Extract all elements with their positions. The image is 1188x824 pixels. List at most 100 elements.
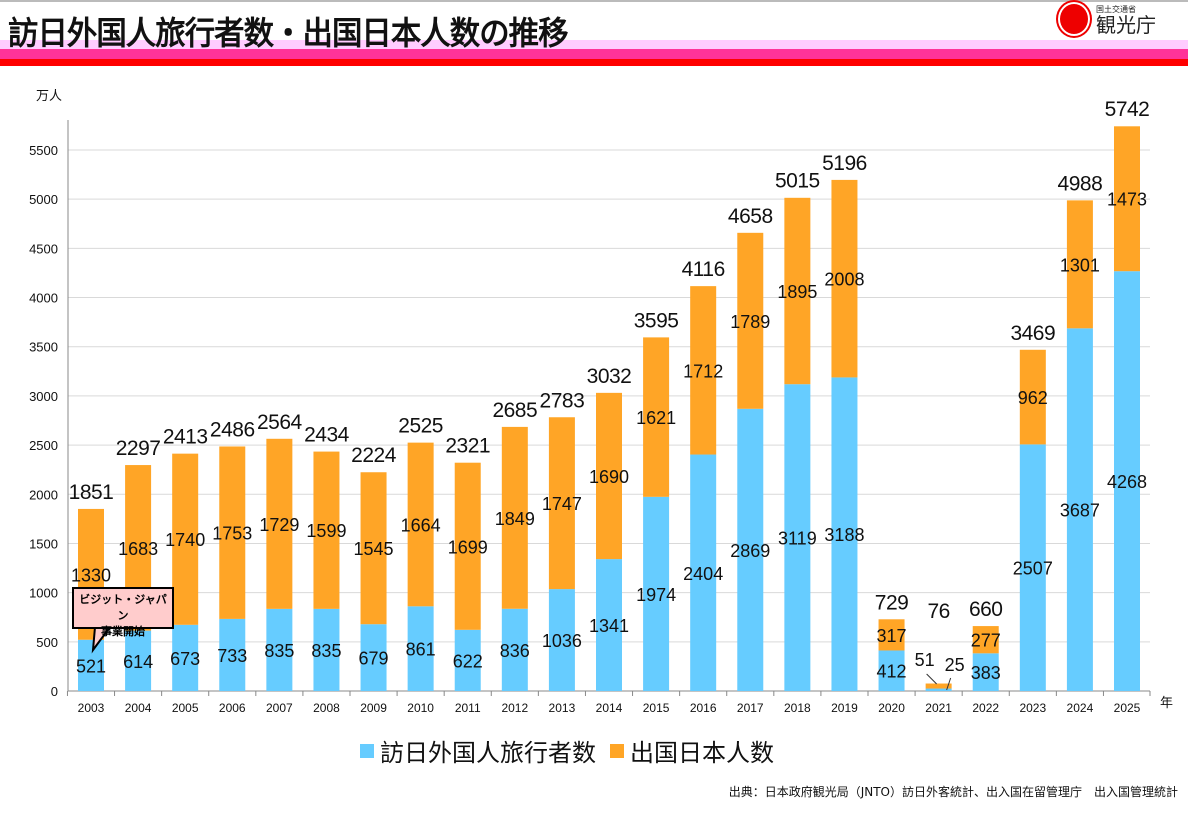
label-outbound: 1729 xyxy=(259,515,299,535)
label-inbound: 673 xyxy=(170,649,200,669)
label-outbound: 1690 xyxy=(589,467,629,487)
bar-inbound xyxy=(925,688,952,691)
bar-outbound xyxy=(737,232,764,409)
x-tick-label: 2009 xyxy=(360,701,387,715)
label-inbound: 614 xyxy=(123,652,153,672)
legend-label-outbound: 出国日本人数 xyxy=(630,739,774,767)
label-inbound: 835 xyxy=(311,641,341,661)
bar-inbound xyxy=(360,624,387,691)
bar-inbound xyxy=(548,589,575,691)
label-inbound: 2404 xyxy=(683,564,723,584)
x-tick-label: 2021 xyxy=(925,701,952,715)
x-tick-label: 2007 xyxy=(266,701,293,715)
bar-inbound xyxy=(596,559,622,691)
label-outbound: 962 xyxy=(1018,388,1048,408)
bar-inbound xyxy=(737,408,764,691)
bar-outbound xyxy=(784,197,811,385)
legend-swatch-outbound xyxy=(610,743,624,758)
y-tick-label: 1500 xyxy=(29,536,58,551)
legend: 訪日外国人旅行者数 出国日本人数 xyxy=(360,733,774,768)
bar-outbound xyxy=(643,337,670,497)
y-tick-label: 0 xyxy=(51,684,58,699)
x-tick-label: 2022 xyxy=(972,701,999,715)
x-tick-label: 2013 xyxy=(549,701,576,715)
label-inbound: 25 xyxy=(945,655,965,675)
label-outbound: 51 xyxy=(915,650,935,670)
label-outbound: 1753 xyxy=(212,524,252,544)
y-tick-label: 500 xyxy=(36,635,58,650)
label-inbound: 679 xyxy=(359,649,389,669)
label-total: 4988 xyxy=(1058,172,1103,195)
label-total: 5196 xyxy=(822,152,867,175)
label-outbound: 317 xyxy=(877,626,907,646)
page-title: 訪日外国人旅行者数・出国日本人数の推移 xyxy=(8,14,569,52)
logo-mark-icon xyxy=(1058,2,1090,36)
y-tick-label: 5000 xyxy=(29,192,58,207)
agency-logo: 国土交通省 観光庁 xyxy=(1058,2,1156,36)
legend-label-inbound: 訪日外国人旅行者数 xyxy=(380,739,596,767)
y-tick-label: 3000 xyxy=(29,389,58,404)
source-note: 出典：日本政府観光局（JNTO）訪日外客統計、出入国在留管理庁 出入国管理統計 xyxy=(728,785,1178,799)
y-tick-label: 5500 xyxy=(29,143,58,158)
bar-inbound xyxy=(690,454,717,691)
label-outbound: 1301 xyxy=(1060,255,1100,275)
y-tick-label: 2000 xyxy=(29,487,58,502)
x-tick-label: 2006 xyxy=(219,701,246,715)
bar-outbound xyxy=(454,462,481,630)
y-tick-label: 2500 xyxy=(29,438,58,453)
label-total: 2685 xyxy=(492,399,537,422)
label-inbound: 733 xyxy=(217,646,247,666)
bar-outbound xyxy=(407,442,434,607)
label-outbound: 1747 xyxy=(542,494,582,514)
label-inbound: 3188 xyxy=(824,525,864,545)
label-total: 729 xyxy=(875,591,909,614)
x-tick-label: 2020 xyxy=(878,701,905,715)
label-inbound: 383 xyxy=(971,663,1001,683)
y-tick-label: 4000 xyxy=(29,291,58,306)
label-total: 76 xyxy=(927,600,949,623)
bar-outbound xyxy=(172,453,199,625)
label-total: 4116 xyxy=(682,258,725,281)
bar-outbound xyxy=(925,683,952,689)
bar-inbound xyxy=(266,608,293,691)
x-tick-label: 2003 xyxy=(78,701,105,715)
bar-inbound xyxy=(454,629,481,691)
header-band-magenta xyxy=(0,49,1188,59)
label-outbound: 1599 xyxy=(306,521,346,541)
legend-swatch-inbound xyxy=(360,743,374,758)
label-inbound: 1036 xyxy=(542,631,582,651)
label-inbound: 836 xyxy=(500,641,530,661)
bar-inbound xyxy=(219,618,246,691)
bar-outbound xyxy=(548,417,575,590)
x-tick-label: 2023 xyxy=(1019,701,1046,715)
label-outbound: 1621 xyxy=(636,408,676,428)
label-outbound: 1740 xyxy=(165,530,205,550)
legend-inbound: 訪日外国人旅行者数 xyxy=(360,733,596,768)
bar-outbound xyxy=(501,426,528,609)
top-rule xyxy=(0,0,1188,2)
y-tick-label: 1000 xyxy=(29,586,58,601)
label-total: 660 xyxy=(969,598,1003,621)
label-total: 3595 xyxy=(634,309,679,332)
x-tick-label: 2004 xyxy=(125,701,152,715)
label-inbound: 622 xyxy=(453,651,483,671)
bar-outbound xyxy=(831,179,858,378)
bar-outbound xyxy=(313,451,340,609)
label-inbound: 2507 xyxy=(1013,559,1053,579)
label-outbound: 1895 xyxy=(777,282,817,302)
label-total: 4658 xyxy=(728,205,773,228)
label-outbound: 1699 xyxy=(448,537,488,557)
label-outbound: 1712 xyxy=(683,361,723,381)
logo-agency: 観光庁 xyxy=(1096,12,1156,37)
label-total: 3032 xyxy=(587,365,632,388)
bar-inbound xyxy=(1019,444,1046,691)
x-tick-label: 2014 xyxy=(596,701,623,715)
label-total: 2413 xyxy=(163,426,208,449)
label-total: 2525 xyxy=(398,415,443,438)
leader-line xyxy=(926,673,937,685)
label-total: 2224 xyxy=(351,444,397,467)
label-inbound: 2869 xyxy=(730,541,770,561)
callout-line2: 事業開始 xyxy=(101,625,145,638)
label-outbound: 2008 xyxy=(824,270,864,290)
